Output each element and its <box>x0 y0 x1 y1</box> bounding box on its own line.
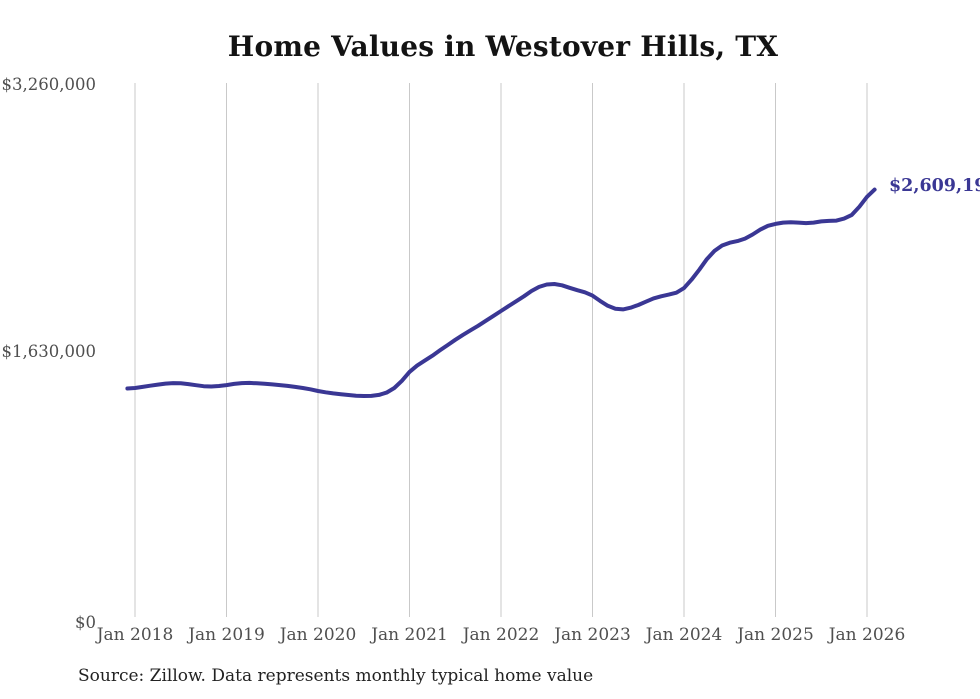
latest-value-label: $2,609,19 <box>889 176 980 196</box>
x-tick-label: Jan 2023 <box>552 625 631 645</box>
chart-title: Home Values in Westover Hills, TX <box>227 30 779 63</box>
y-tick-label: $1,630,000 <box>2 342 96 361</box>
home-value-line <box>125 187 877 398</box>
x-tick-label: Jan 2020 <box>278 625 357 645</box>
x-tick-label: Jan 2019 <box>186 625 265 645</box>
x-tick-label: Jan 2022 <box>461 625 540 645</box>
x-tick-label: Jan 2018 <box>95 625 174 645</box>
x-tick-label: Jan 2021 <box>369 625 448 645</box>
source-note: Source: Zillow. Data represents monthly … <box>78 666 594 686</box>
y-tick-label: $3,260,000 <box>2 75 96 94</box>
x-tick-label: Jan 2025 <box>735 625 814 645</box>
x-tick-label: Jan 2026 <box>827 625 906 645</box>
y-tick-label: $0 <box>75 613 96 632</box>
x-tick-label: Jan 2024 <box>644 625 723 645</box>
